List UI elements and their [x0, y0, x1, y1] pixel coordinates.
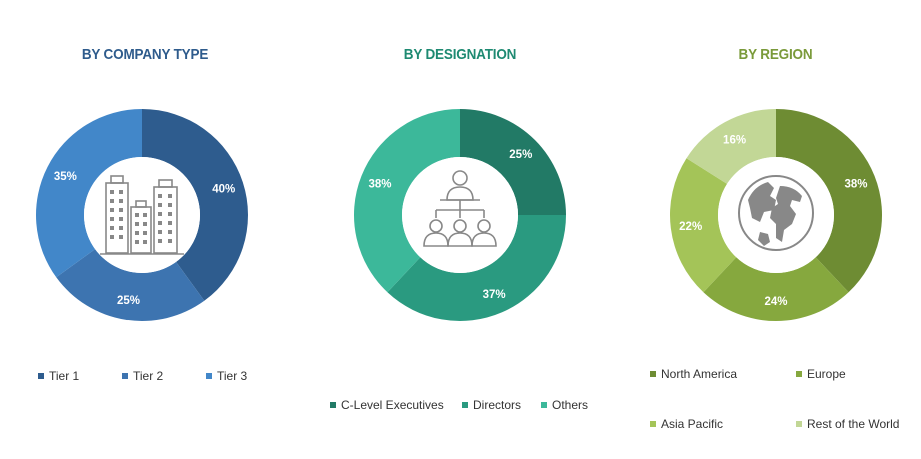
data-label: 16% [723, 135, 746, 147]
data-label: 22% [679, 221, 702, 233]
slice-rest-of-the-world [686, 109, 776, 184]
legend-label: Asia Pacific [661, 417, 724, 431]
region-panel: BY REGION 38% 24% 22% 16% North America Eur… [630, 0, 921, 459]
org-chart-icon [423, 170, 497, 247]
slice-others [354, 109, 460, 293]
legend-tier-3: Tier 3 [206, 369, 247, 383]
legend-label: Rest of the World [807, 417, 900, 431]
legend-label: Tier 3 [217, 369, 248, 383]
designation-title: BY DESIGNATION [403, 46, 517, 63]
slice-tier-3 [36, 109, 142, 278]
slice-asia-pacific [670, 158, 737, 293]
data-label: 25% [117, 295, 140, 307]
legend-swatch [206, 373, 212, 379]
slice-europe [703, 257, 849, 321]
legend-label: Directors [473, 398, 522, 412]
slice-c-level-executives [460, 109, 566, 215]
legend-label: Europe [807, 367, 846, 381]
globe-icon [738, 175, 814, 251]
legend-swatch [541, 402, 547, 408]
legend-label: Tier 1 [49, 369, 80, 383]
buildings-icon [100, 175, 184, 255]
region-donut: 38% 24% 22% 16% [670, 109, 882, 321]
legend-label: North America [661, 367, 738, 381]
data-label: 38% [369, 178, 392, 190]
data-label: 25% [509, 149, 532, 161]
company-type-donut: 40% 25% 35% [36, 109, 249, 322]
legend-others: Others [541, 398, 588, 412]
designation-donut: 25% 37% 38% [354, 109, 566, 321]
legend-north-america: North America [650, 367, 737, 381]
legend-swatch [462, 402, 468, 408]
legend-swatch [330, 402, 336, 408]
data-label: 35% [54, 171, 77, 183]
legend-swatch [650, 371, 656, 377]
slice-north-america [776, 109, 882, 293]
legend-swatch [796, 371, 802, 377]
legend-label: Others [552, 398, 589, 412]
legend-label: Tier 2 [133, 369, 164, 383]
data-label: 38% [844, 178, 867, 190]
legend-swatch [650, 421, 656, 427]
designation-panel: BY DESIGNATION 25% 37% 38% C-Level Executi… [300, 0, 620, 459]
company-type-title: BY COMPANY TYPE [81, 46, 209, 63]
legend-swatch [796, 421, 802, 427]
legend-tier-2: Tier 2 [122, 369, 163, 383]
legend-tier-1: Tier 1 [38, 369, 79, 383]
legend-rest-of-the-world: Rest of the World [796, 417, 899, 431]
slice-tier-1 [142, 109, 249, 301]
company-type-panel: BY COMPANY TYPE [0, 0, 290, 459]
slice-directors [387, 215, 566, 321]
slice-tier-2 [56, 249, 205, 322]
legend-swatch [38, 373, 44, 379]
legend-europe: Europe [796, 367, 846, 381]
legend-c-level-executives: C-Level Executives [330, 398, 444, 412]
data-label: 37% [483, 289, 506, 301]
legend-label: C-Level Executives [341, 398, 444, 412]
legend-directors: Directors [462, 398, 521, 412]
data-label: 24% [764, 296, 787, 308]
legend-asia-pacific: Asia Pacific [650, 417, 723, 431]
data-label: 40% [212, 183, 235, 195]
region-title: BY REGION [738, 46, 813, 63]
legend-swatch [122, 373, 128, 379]
